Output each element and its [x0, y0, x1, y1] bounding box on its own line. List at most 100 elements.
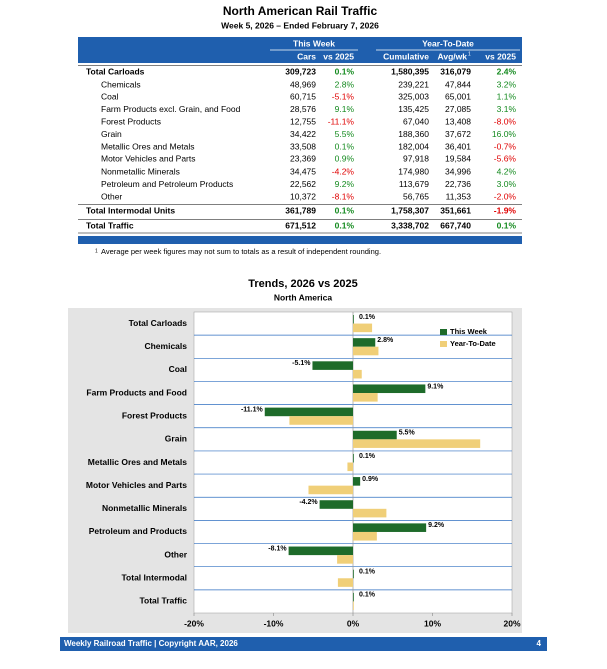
x-tick-label: 20% — [503, 618, 520, 628]
cell: 27,085 — [445, 104, 471, 114]
cell: 1,758,307 — [391, 205, 429, 215]
cell: 9.1% — [335, 104, 355, 114]
cell: -5.1% — [332, 91, 355, 101]
bar — [353, 393, 378, 402]
bar — [288, 546, 353, 556]
data-label: -5.1% — [292, 360, 311, 367]
cell: 1.1% — [497, 91, 517, 101]
row-label: Coal — [101, 91, 119, 101]
data-label: 0.1% — [359, 569, 376, 576]
cell: 351,661 — [440, 205, 471, 215]
chart-subtitle: North America — [274, 292, 333, 302]
cell: 0.1% — [335, 220, 355, 230]
data-label: 0.1% — [359, 592, 376, 599]
data-label: 2.8% — [377, 337, 394, 344]
cell: 0.9% — [335, 153, 355, 163]
legend-swatch — [440, 329, 447, 335]
bar — [353, 323, 373, 333]
bar — [312, 361, 353, 370]
legend-swatch — [440, 341, 447, 347]
cell: -1.9% — [494, 205, 517, 215]
cell: 13,408 — [445, 116, 471, 126]
cell: 135,425 — [398, 104, 429, 114]
bar — [353, 384, 426, 394]
bar — [289, 416, 353, 425]
cell: 11,353 — [446, 191, 472, 201]
cell: 33,508 — [290, 141, 316, 151]
bar — [353, 508, 387, 518]
column-header: Cars — [297, 51, 316, 61]
data-label: 0.9% — [362, 476, 379, 483]
row-label: Total Intermodal Units — [86, 205, 175, 215]
bar — [353, 369, 362, 379]
data-label: 0.1% — [359, 453, 376, 460]
group-header: Year-To-Date — [422, 38, 474, 48]
cell: -8.1% — [332, 191, 355, 201]
data-label: -4.2% — [299, 499, 318, 506]
footnote-mark: 1 — [95, 248, 98, 254]
bar — [353, 531, 377, 541]
bar — [353, 315, 354, 324]
cell: -0.7% — [494, 141, 517, 151]
cell: 671,512 — [285, 220, 316, 230]
footnote: Average per week figures may not sum to … — [101, 247, 381, 256]
bar — [337, 578, 353, 587]
footer-right: 4 — [537, 639, 542, 648]
cell: 361,789 — [285, 205, 316, 215]
cell: 174,980 — [398, 166, 429, 176]
column-header: Cumulative — [383, 51, 429, 61]
category-label: Chemicals — [144, 341, 187, 351]
group-header: This Week — [293, 38, 335, 48]
cell: 4.2% — [497, 166, 517, 176]
legend-label: Year-To-Date — [450, 339, 496, 348]
bar — [347, 462, 353, 472]
footer-left: Weekly Railroad Traffic | Copyright AAR,… — [64, 639, 238, 648]
data-label: 0.1% — [359, 314, 376, 321]
cell: 1,580,395 — [391, 66, 429, 76]
cell: 16.0% — [492, 129, 517, 139]
category-label: Total Intermodal — [122, 573, 188, 583]
cell: 36,401 — [445, 141, 471, 151]
data-label: 9.2% — [428, 522, 445, 529]
cell: 37,672 — [445, 129, 471, 139]
cell: 5.5% — [335, 129, 355, 139]
cell: 28,576 — [290, 104, 316, 114]
table-footer-bar — [78, 236, 522, 244]
cell: 2.4% — [497, 66, 517, 76]
cell: 19,584 — [445, 153, 471, 163]
footer-bar — [60, 637, 547, 651]
cell: 0.1% — [335, 66, 355, 76]
x-tick-label: -20% — [184, 618, 204, 628]
category-label: Petroleum and Products — [89, 526, 188, 536]
cell: 316,079 — [440, 66, 471, 76]
cell: 22,562 — [290, 179, 316, 189]
cell: 65,001 — [445, 91, 471, 101]
footnote-mark: 1 — [468, 51, 471, 57]
cell: 60,715 — [290, 91, 316, 101]
row-label: Farm Products excl. Grain, and Food — [101, 104, 241, 114]
cell: 34,475 — [290, 166, 316, 176]
cell: 67,040 — [403, 116, 429, 126]
category-label: Metallic Ores and Metals — [88, 457, 187, 467]
category-label: Motor Vehicles and Parts — [86, 480, 187, 490]
cell: 12,755 — [290, 116, 316, 126]
cell: 667,740 — [440, 220, 471, 230]
bar — [353, 569, 354, 579]
x-tick-label: 10% — [424, 618, 441, 628]
subtitle: Week 5, 2026 – Ended February 7, 2026 — [221, 20, 379, 30]
row-label: Total Carloads — [86, 66, 145, 76]
data-label: -11.1% — [241, 406, 264, 413]
cell: 48,969 — [290, 79, 316, 89]
row-label: Metallic Ores and Metals — [101, 141, 195, 151]
cell: 309,723 — [285, 66, 316, 76]
cell: -4.2% — [332, 166, 355, 176]
row-label: Other — [101, 191, 122, 201]
cell: -8.0% — [494, 116, 517, 126]
category-label: Other — [164, 549, 187, 559]
row-label: Total Traffic — [86, 220, 134, 230]
row-label: Grain — [101, 129, 122, 139]
cell: 56,765 — [403, 191, 429, 201]
cell: 3,338,702 — [391, 220, 429, 230]
column-header: vs 2025 — [485, 51, 516, 61]
